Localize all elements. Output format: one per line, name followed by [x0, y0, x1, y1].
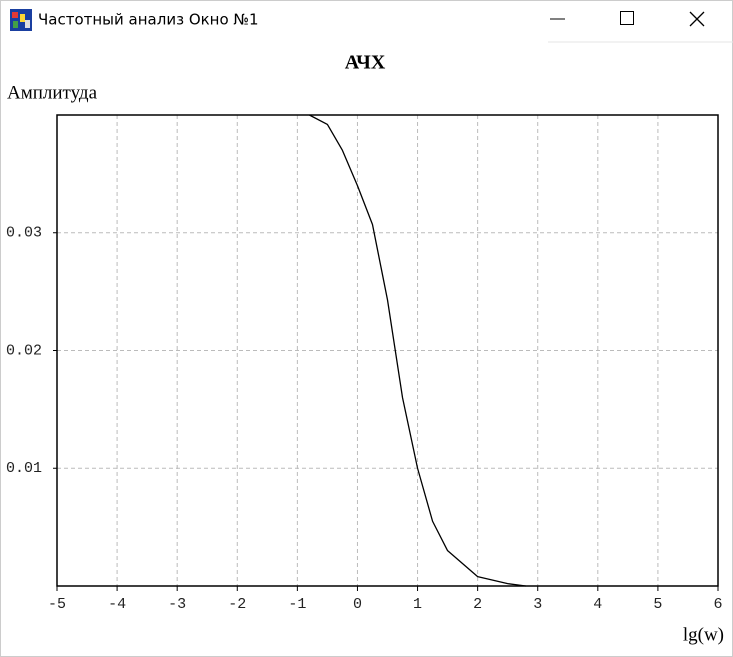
x-tick-label: 1 [413, 596, 422, 613]
close-button[interactable] [689, 11, 705, 27]
window-title: Частотный анализ Окно №1 [38, 11, 259, 29]
plot-area: -5 -4 -3 -2 -1 0 1 2 3 4 5 6 0.01 0.02 0.03 [6, 114, 723, 613]
x-tick-label: 4 [593, 596, 602, 613]
x-tick-label: -5 [48, 596, 66, 613]
y-tick-label: 0.02 [6, 342, 42, 359]
x-tick-label: 3 [533, 596, 542, 613]
x-tick-label: -3 [168, 596, 186, 613]
x-tick-label: -2 [228, 596, 246, 613]
data-line [309, 114, 526, 587]
y-tick-label: 0.03 [6, 225, 42, 242]
x-tick-label: 0 [353, 596, 362, 613]
y-axis-label: Амплитуда [7, 82, 98, 103]
app-icon [10, 9, 32, 31]
chart-title: АЧХ [345, 52, 386, 74]
x-tick-label: -1 [288, 596, 306, 613]
maximize-button[interactable] [620, 11, 634, 25]
x-tick-label: 5 [653, 596, 662, 613]
x-tick-label: 6 [713, 596, 722, 613]
x-axis-label: lg(w) [683, 624, 724, 645]
y-tick-label: 0.01 [6, 460, 42, 477]
plot-border [56, 114, 719, 587]
x-tick-label: 2 [473, 596, 482, 613]
x-tick-label: -4 [108, 596, 126, 613]
